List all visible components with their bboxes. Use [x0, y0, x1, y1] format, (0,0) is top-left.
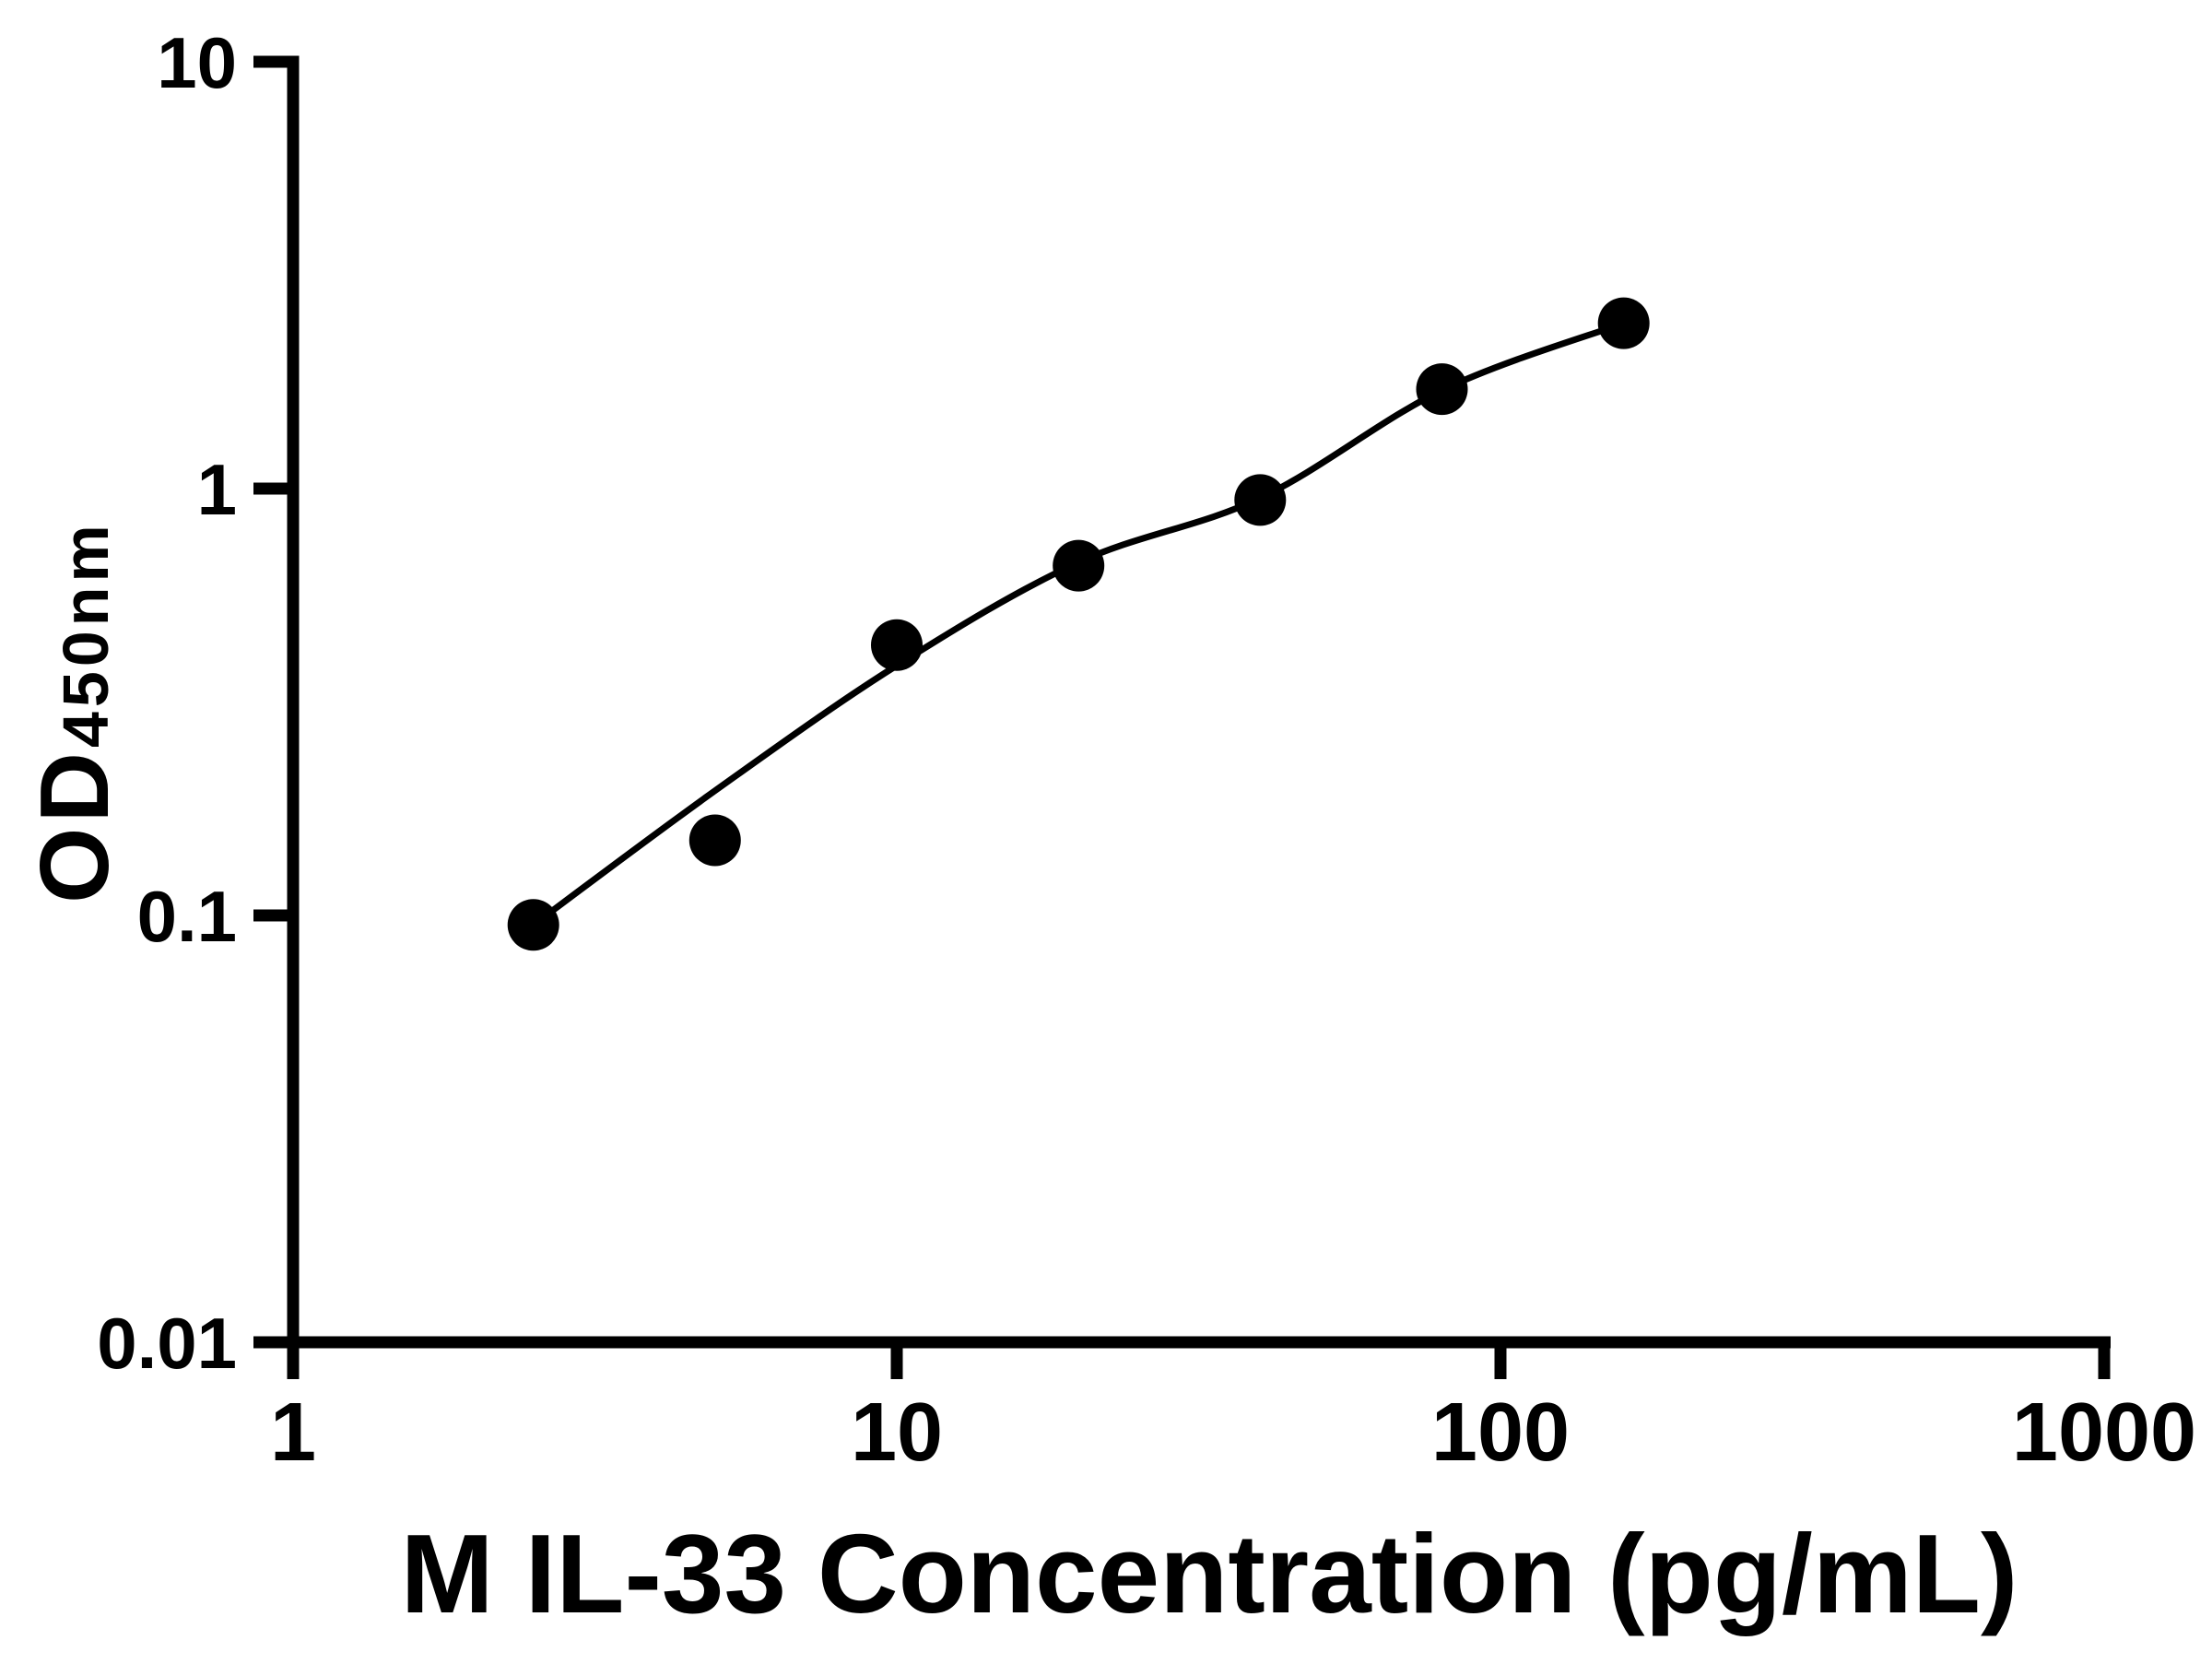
data-point-marker	[507, 899, 559, 951]
data-point-marker	[1234, 474, 1287, 526]
data-point-marker	[871, 619, 923, 671]
x-axis-tick-labels: 1 10 100 1000	[270, 1387, 2196, 1479]
y-axis-title: OD450nm	[20, 520, 129, 903]
x-axis-title: M IL-33 Concentration (pg/mL)	[401, 1511, 2018, 1636]
data-point-marker	[1053, 539, 1105, 592]
y-axis-title-main: OD	[20, 748, 129, 903]
y-tick-label: 10	[157, 22, 237, 103]
y-tick-label: 0.01	[97, 1303, 237, 1384]
x-tick-label: 10	[851, 1387, 943, 1479]
x-tick-label: 100	[1431, 1387, 1570, 1479]
x-tick-label: 1000	[2012, 1387, 2196, 1479]
data-point-marker	[1597, 297, 1650, 349]
data-point-marker	[688, 814, 741, 867]
y-tick-label: 0.1	[137, 876, 237, 957]
y-axis-title-sub: 450nm	[50, 520, 122, 748]
data-points	[507, 297, 1650, 951]
y-tick-label: 1	[197, 449, 237, 530]
data-point-marker	[1416, 363, 1468, 416]
y-axis-tick-labels: 10 1 0.1 0.01	[97, 22, 237, 1384]
x-tick-label: 1	[270, 1387, 316, 1479]
x-axis-ticks	[287, 1342, 2111, 1379]
